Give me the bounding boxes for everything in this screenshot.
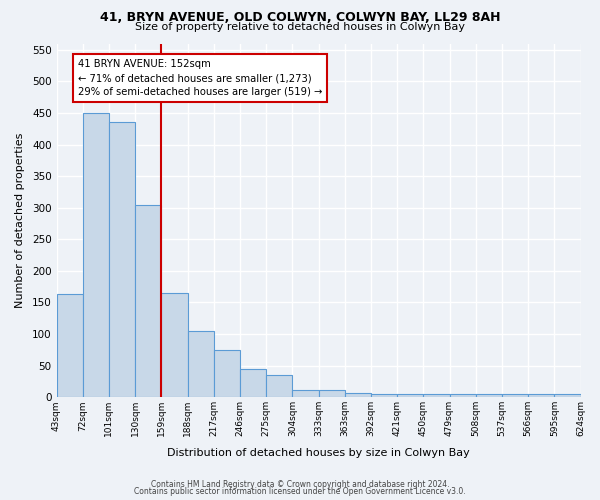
Bar xyxy=(56,294,83,397)
Bar xyxy=(188,331,214,397)
Bar xyxy=(424,394,449,397)
Bar xyxy=(476,394,502,397)
Bar xyxy=(266,375,292,397)
Bar xyxy=(528,394,554,397)
Bar xyxy=(161,293,188,397)
Text: Size of property relative to detached houses in Colwyn Bay: Size of property relative to detached ho… xyxy=(135,22,465,32)
Text: 41 BRYN AVENUE: 152sqm
← 71% of detached houses are smaller (1,273)
29% of semi-: 41 BRYN AVENUE: 152sqm ← 71% of detached… xyxy=(77,60,322,98)
Text: Contains public sector information licensed under the Open Government Licence v3: Contains public sector information licen… xyxy=(134,488,466,496)
Bar xyxy=(554,394,581,397)
Bar xyxy=(214,350,240,397)
Bar xyxy=(83,113,109,397)
Bar xyxy=(292,390,319,397)
Y-axis label: Number of detached properties: Number of detached properties xyxy=(15,132,25,308)
X-axis label: Distribution of detached houses by size in Colwyn Bay: Distribution of detached houses by size … xyxy=(167,448,470,458)
Bar xyxy=(397,394,424,397)
Bar xyxy=(345,394,371,397)
Bar xyxy=(449,394,476,397)
Bar xyxy=(109,122,135,397)
Text: Contains HM Land Registry data © Crown copyright and database right 2024.: Contains HM Land Registry data © Crown c… xyxy=(151,480,449,489)
Bar xyxy=(371,394,397,397)
Bar xyxy=(319,390,345,397)
Bar xyxy=(502,394,528,397)
Text: 41, BRYN AVENUE, OLD COLWYN, COLWYN BAY, LL29 8AH: 41, BRYN AVENUE, OLD COLWYN, COLWYN BAY,… xyxy=(100,11,500,24)
Bar xyxy=(240,370,266,397)
Bar xyxy=(135,204,161,397)
